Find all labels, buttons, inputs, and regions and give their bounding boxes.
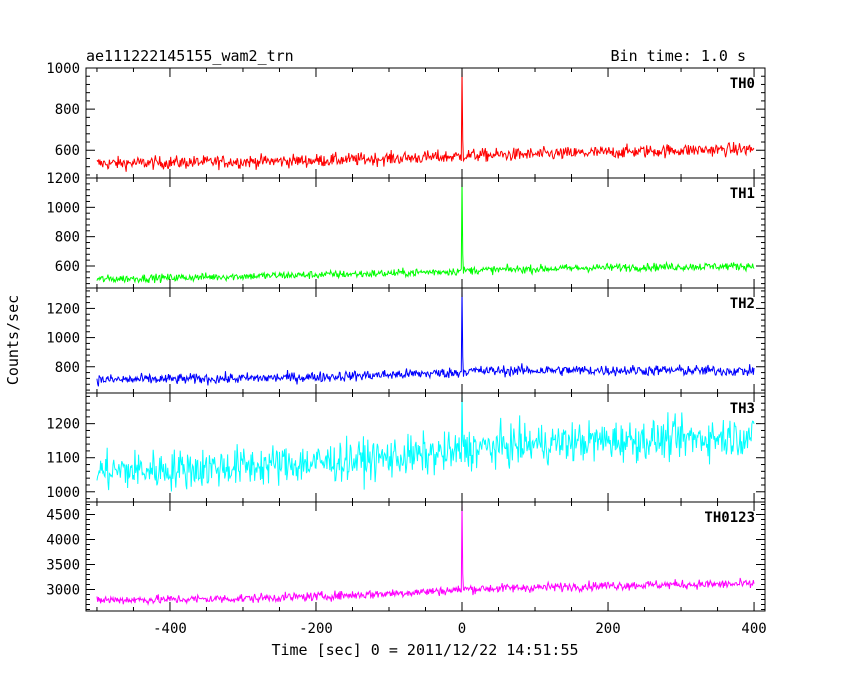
y-tick-label: 1100 [46,451,80,467]
x-tick-label: -200 [299,621,333,637]
panel-th0123: 3000 3500 4000 4500 TH0123 [46,501,766,612]
panel-frame [85,287,766,394]
panel-frame [85,501,766,612]
y-tick-label: 1000 [46,200,80,216]
series-line-th2 [96,287,755,387]
panel-frame [85,177,766,289]
x-tick-label: -400 [153,621,187,637]
y-tick-label: 1200 [46,417,80,433]
x-tick-label: 200 [595,621,620,637]
series-line-th0123 [96,501,755,606]
panel-label: TH0123 [704,510,755,526]
y-tick-label: 600 [55,259,80,275]
y-tick-label: 3000 [46,583,80,599]
y-tick-label: 1000 [46,331,80,347]
y-tick-label: 4500 [46,508,80,524]
panel-frame [85,392,766,503]
panel-label: TH1 [730,186,755,202]
x-tick-label: 0 [458,621,466,637]
panel-th0: 600 800 1000 TH0 [46,61,766,179]
panel-th2: 800 1000 1200 TH2 [46,287,766,394]
x-tick-label: 400 [741,621,766,637]
y-tick-label: 800 [55,360,80,376]
y-tick-label: 3500 [46,558,80,574]
series-line-th3 [96,392,755,492]
y-tick-label: 800 [55,102,80,118]
y-axis-label: Counts/sec [4,295,22,385]
panel-label: TH3 [730,401,755,417]
y-tick-label: 600 [55,143,80,159]
panel-th3: 1000 1100 1200 TH3 [46,392,766,503]
chart-title: ae111222145155_wam2_trn [86,47,294,65]
panel-label: TH0 [730,76,755,92]
panel-stack: 600 800 1000 TH0 600 800 1000 1200 TH1 800 1000 120… [46,61,766,637]
y-tick-label: 1200 [46,301,80,317]
y-tick-label: 1000 [46,61,80,77]
panel-label: TH2 [730,296,755,312]
panel-th1: 600 800 1000 1200 TH1 [46,171,766,289]
series-line-th0 [96,67,755,172]
y-tick-label: 1000 [46,485,80,501]
y-tick-label: 800 [55,230,80,246]
x-axis-label: Time [sec] 0 = 2011/12/22 14:51:55 [271,641,578,659]
bin-time-label: Bin time: 1.0 s [611,47,746,65]
y-tick-label: 1200 [46,171,80,187]
series-line-th1 [96,177,755,284]
panel-frame [85,67,766,179]
y-tick-label: 4000 [46,533,80,549]
